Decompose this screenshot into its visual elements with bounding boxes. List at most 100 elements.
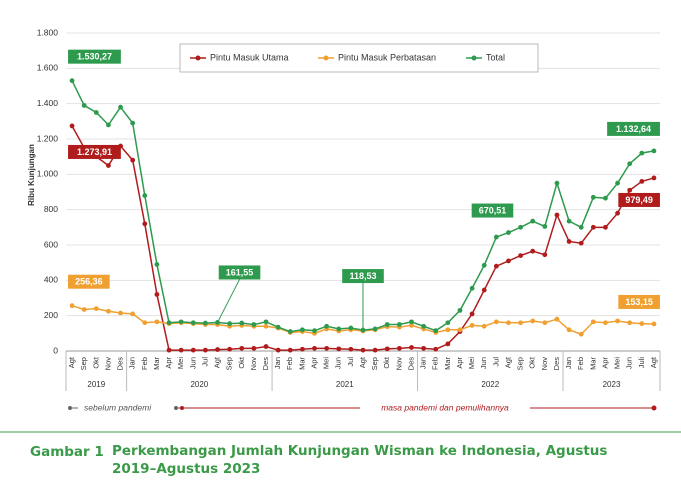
data-point	[493, 319, 499, 325]
data-point	[324, 345, 330, 351]
y-tick-label: 200	[44, 310, 58, 320]
data-point	[190, 320, 196, 326]
data-point	[627, 320, 633, 326]
x-tick-label: Nov	[394, 357, 403, 371]
data-point	[493, 263, 499, 269]
data-point	[433, 328, 439, 334]
data-point	[566, 239, 572, 244]
data-point	[566, 327, 572, 333]
x-tick-label: Okt	[91, 356, 100, 369]
data-point	[506, 258, 511, 264]
label-box	[68, 49, 121, 64]
data-point	[518, 320, 523, 326]
x-tick-label: Des	[116, 357, 125, 371]
data-point	[69, 303, 75, 309]
x-tick-label: Nov	[249, 357, 258, 371]
data-point	[372, 347, 378, 353]
data-point	[615, 318, 620, 324]
x-tick-label: Jun	[334, 357, 343, 369]
data-label: 1.273,91	[77, 147, 112, 157]
data-point	[166, 347, 172, 353]
y-tick-label: 1.800	[37, 27, 59, 37]
data-point	[409, 345, 414, 350]
data-point	[493, 234, 499, 240]
data-point	[578, 331, 584, 337]
data-point	[130, 311, 136, 317]
data-point	[481, 262, 487, 268]
data-point	[481, 323, 487, 329]
year-label: 2023	[603, 380, 621, 389]
x-tick-label: Feb	[285, 357, 294, 370]
data-point	[130, 157, 136, 163]
x-tick-label: Mar	[297, 357, 306, 370]
x-tick-label: Jan	[128, 357, 137, 369]
data-point	[360, 347, 366, 353]
data-point	[190, 347, 196, 353]
caption-box: Perkembangan Jumlah Kunjungan Wisman ke …	[112, 443, 607, 477]
data-point	[409, 319, 414, 325]
data-point	[445, 320, 451, 326]
data-point	[348, 325, 354, 331]
data-point	[469, 322, 475, 328]
x-tick-label: Jul	[200, 357, 209, 367]
data-point	[336, 346, 342, 352]
data-point	[530, 318, 536, 324]
data-point	[203, 347, 208, 353]
data-point	[639, 150, 645, 156]
x-tick-label: Jul	[491, 357, 500, 367]
data-point	[312, 345, 317, 351]
data-point	[651, 148, 657, 154]
data-point	[578, 240, 584, 246]
data-point	[118, 310, 123, 316]
data-point	[312, 328, 317, 334]
data-label: 118,53	[349, 271, 376, 281]
y-tick-label: 1.400	[37, 98, 59, 108]
x-tick-label: Feb	[140, 357, 149, 370]
legend-swatch-dot	[471, 55, 477, 61]
data-point	[227, 346, 233, 352]
data-point	[106, 308, 111, 314]
label-box	[471, 203, 514, 218]
data-point	[251, 322, 257, 327]
label-box	[342, 269, 384, 284]
period-label-bg	[360, 401, 530, 415]
data-point	[118, 104, 123, 110]
x-tick-label: Sep	[516, 357, 525, 370]
x-tick-label: Des	[261, 357, 270, 371]
data-point	[142, 221, 148, 227]
data-point	[93, 306, 99, 311]
data-point	[518, 253, 523, 258]
x-tick-label: Sep	[225, 357, 234, 370]
data-point	[590, 194, 596, 200]
data-point	[481, 287, 487, 293]
label-box	[618, 294, 660, 309]
data-label: 670,51	[479, 205, 507, 215]
x-tick-label: Sep	[79, 357, 88, 370]
y-tick-label: 1.600	[37, 63, 59, 73]
y-tick-label: 0	[53, 345, 58, 355]
data-point	[142, 193, 148, 198]
data-point	[421, 345, 427, 351]
data-point	[69, 78, 75, 84]
x-tick-label: Apr	[455, 356, 464, 368]
data-point	[263, 319, 269, 325]
x-tick-label: Agt	[67, 356, 76, 368]
y-tick-label: 600	[44, 239, 58, 249]
x-tick-label: Nov	[540, 357, 549, 371]
data-point	[639, 321, 645, 327]
x-tick-label: Des	[552, 357, 561, 371]
x-tick-label: Apr	[600, 356, 609, 368]
data-point	[178, 319, 184, 325]
data-point	[69, 123, 75, 129]
data-point	[542, 252, 548, 258]
data-point	[554, 212, 560, 218]
data-point	[421, 323, 427, 329]
x-tick-label: Feb	[431, 357, 440, 370]
data-point	[651, 321, 657, 327]
data-label: 153,15	[625, 297, 653, 307]
data-point	[457, 307, 463, 313]
data-point	[554, 180, 560, 186]
y-tick-label: 800	[44, 204, 58, 214]
x-tick-label: Jun	[479, 357, 488, 369]
data-point	[81, 307, 87, 312]
